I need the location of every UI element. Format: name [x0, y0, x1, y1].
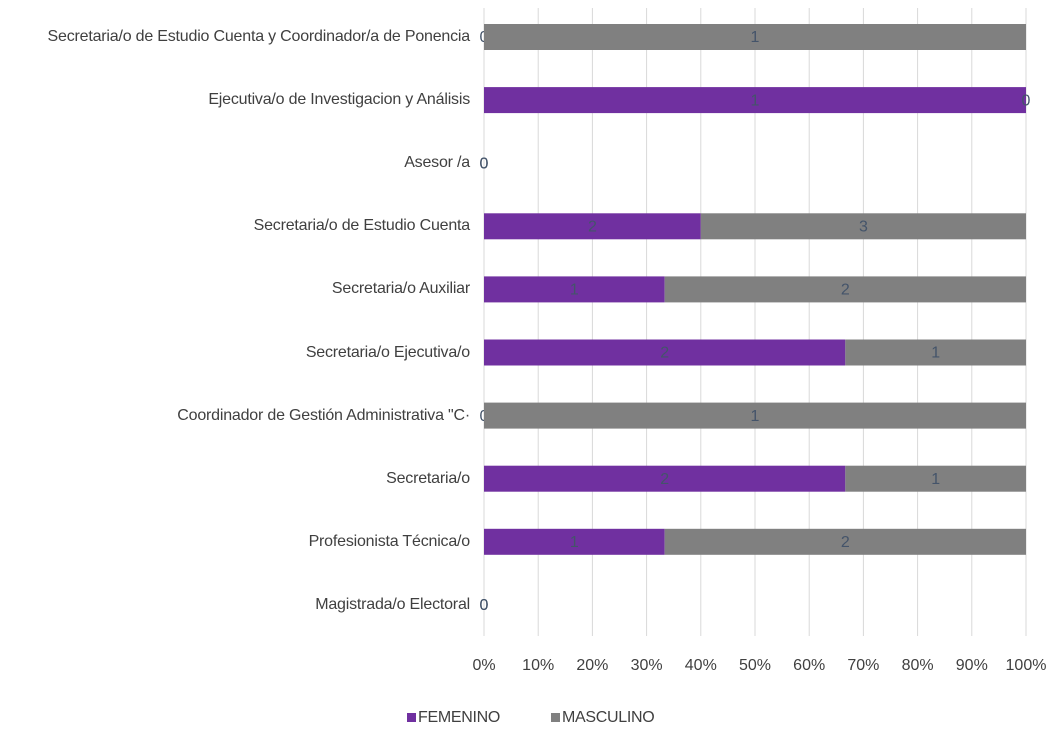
- data-label: 0: [480, 597, 489, 614]
- bar-segment: [664, 528, 1026, 555]
- x-tick-label: 20%: [576, 657, 608, 674]
- category-label: Magistrada/o Electoral: [0, 594, 470, 616]
- data-label: 1: [751, 29, 760, 46]
- data-label: 2: [660, 345, 669, 362]
- data-label: 1: [570, 534, 579, 551]
- x-tick-label: 30%: [631, 657, 663, 674]
- x-tick-label: 10%: [522, 657, 554, 674]
- category-text: Magistrada/o Electoral: [315, 595, 470, 613]
- bar-segment: [484, 402, 1026, 429]
- category-text: Ejecutiva/o de Investigacion y Análisis: [208, 91, 470, 109]
- x-tick-label: 90%: [956, 657, 988, 674]
- data-label: 0: [480, 155, 489, 172]
- x-tick-label: 70%: [847, 657, 879, 674]
- x-tick-label: 80%: [902, 657, 934, 674]
- x-tick-label: 60%: [793, 657, 825, 674]
- category-text: Asesor /a: [404, 154, 470, 172]
- category-text: Secretaria/o Auxiliar: [331, 280, 470, 298]
- bar-segment: [484, 339, 846, 366]
- category-text: Coordinador de Gestión Administrativa "C…: [177, 406, 470, 424]
- bar-segment: [700, 213, 1026, 240]
- data-label: 2: [588, 219, 597, 236]
- bar-segment: [484, 213, 701, 240]
- data-label: 0: [480, 597, 489, 614]
- x-tick-label: 50%: [739, 657, 771, 674]
- data-label: 3: [859, 219, 868, 236]
- bar-segment: [484, 87, 1026, 114]
- data-label: 2: [841, 534, 850, 551]
- category-text: Profesionista Técnica/o: [308, 532, 471, 550]
- bar-segment: [484, 465, 846, 492]
- bar-segment: [484, 276, 665, 303]
- bar-segment: [845, 465, 1026, 492]
- category-label: Secretaria/o: [0, 468, 470, 490]
- data-label: 1: [751, 92, 760, 109]
- data-label: 1: [931, 471, 940, 488]
- category-label: Secretaria/o Auxiliar: [0, 278, 470, 300]
- category-label: Profesionista Técnica/o: [0, 531, 471, 553]
- category-label: Secretaria/o de Estudio Cuenta: [0, 215, 471, 237]
- data-label: 1: [570, 282, 579, 299]
- category-label: Asesor /a: [0, 152, 470, 174]
- data-label: 1: [931, 345, 940, 362]
- category-text: Secretaria/o: [386, 469, 470, 487]
- bar-segment: [664, 276, 1026, 303]
- legend-swatch: [551, 713, 560, 722]
- category-label: Secretaria/o Ejecutiva/o: [0, 342, 470, 364]
- data-label: 0: [480, 155, 489, 172]
- bar-segment: [484, 528, 665, 555]
- x-tick-label: 0%: [472, 657, 495, 674]
- legend-label: FEMENINO: [418, 709, 500, 726]
- category-label: Ejecutiva/o de Investigacion y Análisis: [0, 89, 470, 111]
- bar-segment: [484, 24, 1026, 50]
- category-text: Secretaria/o de Estudio Cuenta: [253, 217, 471, 235]
- bar-segment: [845, 339, 1026, 366]
- data-label: 2: [660, 471, 669, 488]
- legend-label: MASCULINO: [562, 709, 654, 726]
- legend-swatch: [407, 713, 416, 722]
- data-label: 0: [1022, 92, 1031, 109]
- category-text: Secretaria/o Ejecutiva/o: [305, 343, 470, 361]
- category-text: Secretaria/o de Estudio Cuenta y Coordin…: [47, 28, 471, 45]
- category-label: Secretaria/o de Estudio Cuenta y Coordin…: [0, 26, 471, 48]
- data-label: 1: [751, 408, 760, 425]
- x-tick-label: 100%: [1006, 657, 1047, 674]
- category-label: Coordinador de Gestión Administrativa "C…: [0, 405, 470, 427]
- data-label: 2: [841, 282, 850, 299]
- x-tick-label: 40%: [685, 657, 717, 674]
